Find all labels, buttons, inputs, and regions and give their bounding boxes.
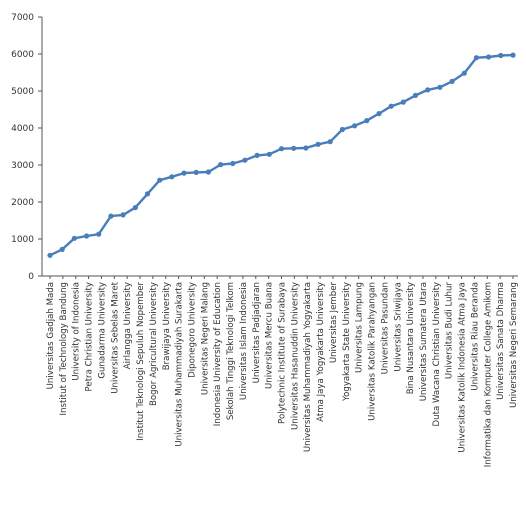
data-point	[169, 174, 175, 180]
data-point	[327, 139, 333, 145]
data-point	[412, 92, 419, 98]
y-tick-label: 4000	[11, 124, 34, 134]
x-tick-label: Universitas Sebelas Maret	[110, 281, 120, 393]
data-point	[291, 145, 297, 151]
x-tick-label: Institut Teknologi Sepuluh Nopember	[136, 282, 146, 441]
data-point	[120, 212, 126, 218]
data-point	[144, 191, 151, 197]
x-tick-label: Airlangga University	[123, 282, 133, 369]
data-point	[278, 146, 285, 152]
x-tick-label: Universitas Katolik Parahyangan	[368, 282, 378, 421]
data-point	[510, 52, 516, 58]
x-tick-label: Universitas Katolik Indonesia Atma Jaya	[458, 282, 468, 453]
data-point	[376, 111, 382, 117]
x-tick-label: University of Indonesia	[72, 282, 82, 381]
x-tick-label: Diponegoro University	[188, 282, 198, 378]
x-axis: Universitas Gadjah Mada Institut of Techn…	[42, 275, 519, 467]
data-point	[388, 103, 394, 109]
data-point	[437, 84, 443, 90]
x-tick-label: Universitas Muhammadiyah Surakarta	[175, 282, 185, 447]
y-tick-label: 6000	[11, 50, 34, 60]
data-point	[364, 118, 370, 124]
y-tick-label: 5000	[11, 87, 34, 97]
data-point	[71, 235, 77, 241]
data-point	[352, 123, 358, 129]
data-point	[303, 145, 309, 151]
data-point	[315, 141, 321, 147]
x-tick-label: Informatika dan Komputer College Amikom	[483, 282, 493, 467]
series-line	[49, 53, 514, 257]
x-tick-label: Universitas Riau Beranda	[470, 282, 480, 391]
x-tick-label: Universitas Lampung	[355, 282, 365, 373]
y-tick-label: 2000	[11, 198, 34, 208]
x-tick-label: Universitas Islam Indonesia	[239, 282, 249, 400]
data-point	[181, 170, 187, 176]
x-tick-label: Universitas Sanata Dharma	[496, 282, 506, 400]
data-point	[242, 157, 248, 163]
data-point	[108, 213, 114, 219]
data-point	[157, 177, 163, 183]
x-tick-label: Polytechnic Institute of Surabaya	[278, 282, 288, 424]
plot-area	[47, 52, 516, 258]
x-tick-label: Universitas Gadjah Mada	[46, 282, 56, 389]
data-point	[193, 169, 199, 175]
x-tick-label: Atma Jaya Yogyakarta University	[316, 282, 326, 422]
data-point	[266, 151, 272, 157]
x-tick-label: Yogyakarta State University	[342, 282, 352, 402]
y-tick-label: 0	[28, 272, 34, 282]
x-tick-label: Duta Wacana Christian University	[432, 282, 442, 426]
x-tick-label: Bogor Agricultural University	[149, 282, 159, 406]
data-point	[486, 54, 492, 60]
data-point	[47, 252, 53, 258]
x-tick-label: Universitas Pasundan	[380, 282, 390, 374]
x-tick-label: Universitas Mercu Buana	[265, 282, 275, 389]
x-tick-label: Gunadarma University	[97, 282, 107, 379]
data-point	[339, 126, 345, 133]
x-tick-label: Universitas Sriwijaya	[393, 282, 403, 372]
y-tick-label: 3000	[11, 161, 34, 171]
x-tick-label: Sekolah Tinggi Teknologi Telkom	[226, 282, 236, 420]
data-point	[473, 55, 479, 61]
x-tick-label: Universitas Hasanuddin University	[290, 282, 300, 430]
x-tick-label: Universitas Budi Luhur	[445, 282, 455, 380]
x-tick-label: Indonesia University of Education	[213, 282, 223, 426]
x-tick-label: Universitas Muhammadiyah Yogyakarta	[303, 282, 313, 452]
data-point	[230, 160, 236, 167]
data-point	[425, 87, 431, 93]
x-tick-label: Universitas Negeri Semarang	[509, 282, 519, 408]
x-tick-label: Bina Nusantara University	[406, 282, 416, 394]
y-axis: 0 1000 2000 3000 4000 5000 6000 7000	[11, 13, 43, 282]
data-point	[96, 231, 102, 237]
data-point	[132, 205, 138, 211]
data-point	[449, 78, 455, 84]
x-tick-label: Brawijaya University	[162, 282, 172, 370]
x-tick-label: Universitas Negeri Malang	[200, 282, 210, 395]
data-point	[254, 152, 260, 158]
y-tick-label: 7000	[11, 13, 34, 23]
x-tick-label: Universitas Jember	[329, 281, 339, 363]
data-point	[59, 246, 65, 252]
y-tick-label: 1000	[11, 235, 34, 245]
data-point	[498, 52, 504, 59]
x-tick-label: Universitas Sumatera Utara	[419, 282, 429, 401]
data-point	[84, 233, 90, 239]
x-tick-label: Universitas Padjadjaran	[252, 282, 262, 383]
x-tick-label: Petra Christian University	[85, 282, 95, 391]
data-point	[400, 99, 406, 105]
data-point	[205, 169, 211, 175]
x-tick-label: Institut of Technology Bandung	[59, 282, 69, 415]
data-point	[461, 70, 467, 76]
data-point	[218, 162, 224, 168]
